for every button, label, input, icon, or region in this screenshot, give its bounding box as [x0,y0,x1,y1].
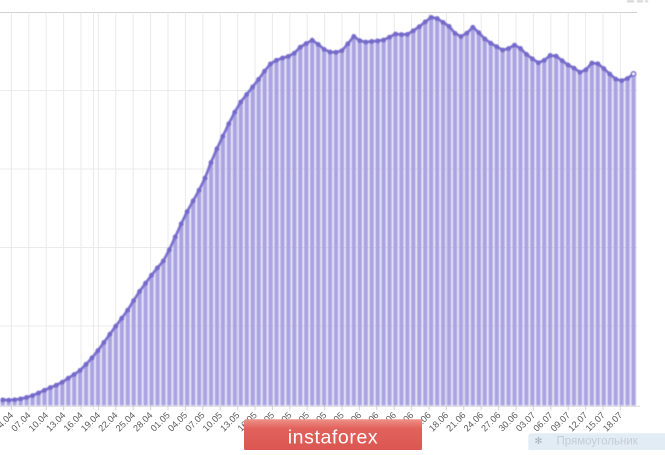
svg-text:✻: ✻ [535,436,543,447]
svg-text:Прямоугольник: Прямоугольник [557,436,639,448]
svg-text:instaforex: instaforex [288,427,379,449]
